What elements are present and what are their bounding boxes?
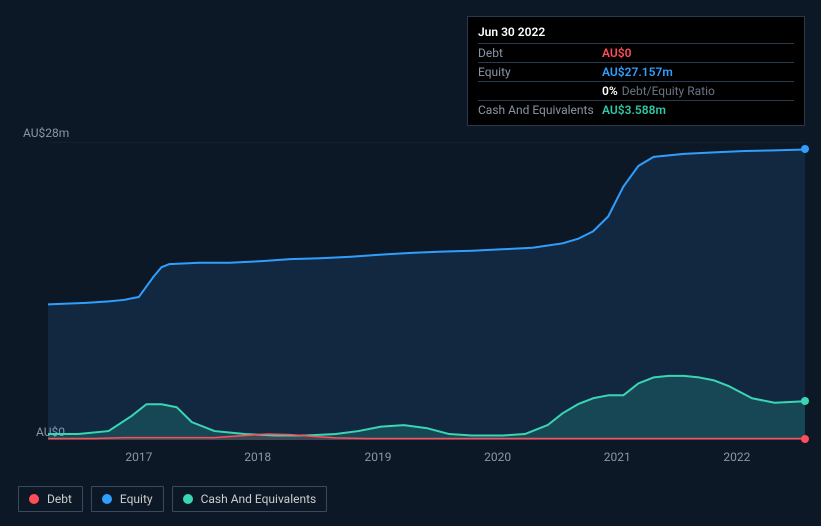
x-axis-tick: 2018 [244,450,271,464]
tooltip-rows: DebtAU$0EquityAU$27.157m0%Debt/Equity Ra… [478,43,794,119]
legend-item[interactable]: Debt [18,486,83,512]
x-axis-tick: 2022 [723,450,750,464]
legend-item[interactable]: Equity [91,486,164,512]
x-axis-tick: 2020 [484,450,511,464]
chart-plot-area [48,142,805,440]
series-end-dot [801,397,809,405]
tooltip-row-label: Debt [478,46,602,60]
tooltip-row: DebtAU$0 [478,43,794,62]
legend-item[interactable]: Cash And Equivalents [172,486,328,512]
chart-svg [48,142,805,440]
legend-label: Equity [120,492,153,506]
tooltip-row-label: Cash And Equivalents [478,103,602,117]
legend-label: Cash And Equivalents [201,492,317,506]
tooltip-row-label [478,84,602,98]
y-axis-top-label: AU$28m [23,126,69,140]
series-end-dot [801,435,809,443]
legend-swatch [102,494,112,504]
x-axis-tick: 2017 [125,450,152,464]
legend: Debt Equity Cash And Equivalents [18,486,327,512]
tooltip-row-value: 0%Debt/Equity Ratio [602,84,715,98]
x-axis-tick: 2021 [604,450,631,464]
tooltip-row: 0%Debt/Equity Ratio [478,81,794,100]
x-axis-tick: 2019 [365,450,392,464]
series-end-dot [801,145,809,153]
tooltip-row-suffix: Debt/Equity Ratio [622,84,715,98]
tooltip-row-value: AU$3.588m [602,103,666,117]
tooltip-row: EquityAU$27.157m [478,62,794,81]
tooltip-row-value: AU$27.157m [602,65,673,79]
chart-tooltip: Jun 30 2022 DebtAU$0EquityAU$27.157m0%De… [467,16,805,126]
tooltip-date: Jun 30 2022 [478,23,794,41]
legend-swatch [183,494,193,504]
tooltip-row: Cash And EquivalentsAU$3.588m [478,100,794,119]
legend-swatch [29,494,39,504]
legend-label: Debt [47,492,72,506]
x-axis: 2017 2018 2019 2020 2021 2022 [48,450,805,470]
tooltip-row-label: Equity [478,65,602,79]
tooltip-row-value: AU$0 [602,46,632,60]
